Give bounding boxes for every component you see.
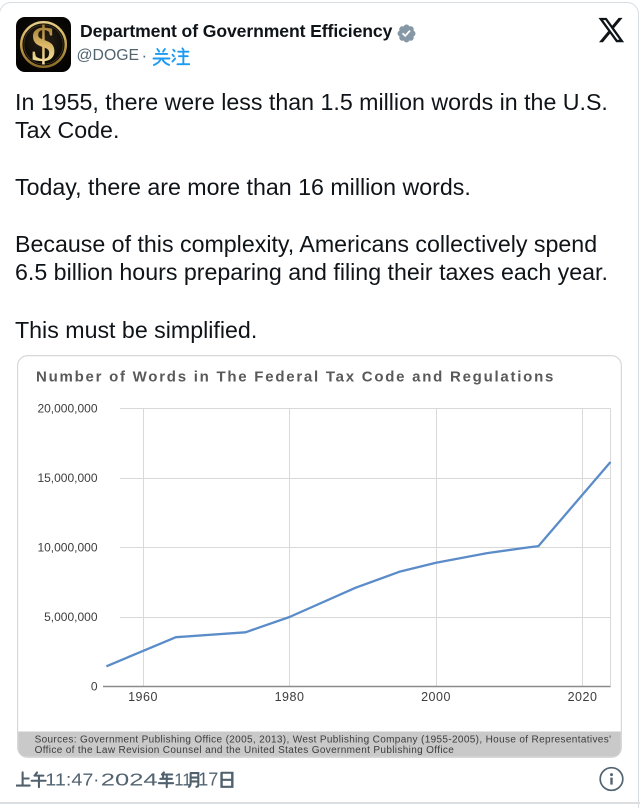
- svg-text:Sources: Government Publishing: Sources: Government Publishing Office (2…: [35, 735, 612, 746]
- svg-text:1960: 1960: [128, 690, 158, 704]
- svg-text:2024: 2024: [101, 769, 158, 789]
- svg-text:2020: 2020: [568, 690, 598, 704]
- svg-text:11: 11: [174, 769, 191, 790]
- svg-text:1980: 1980: [275, 690, 305, 704]
- svg-text:0: 0: [91, 680, 98, 694]
- svg-text:10,000,000: 10,000,000: [37, 541, 97, 555]
- svg-text:17: 17: [198, 769, 218, 789]
- svg-text:5,000,000: 5,000,000: [44, 610, 98, 624]
- svg-text:·: ·: [93, 769, 99, 789]
- svg-text:15,000,000: 15,000,000: [37, 471, 97, 485]
- svg-text:11:47: 11:47: [45, 770, 93, 790]
- svg-text:20,000,000: 20,000,000: [37, 402, 97, 416]
- svg-text:Office of the Law Revision Cou: Office of the Law Revision Counsel and t…: [35, 745, 455, 756]
- svg-text:Number of Words in The Federal: Number of Words in The Federal Tax Code …: [36, 369, 555, 386]
- svg-text:2000: 2000: [421, 690, 451, 704]
